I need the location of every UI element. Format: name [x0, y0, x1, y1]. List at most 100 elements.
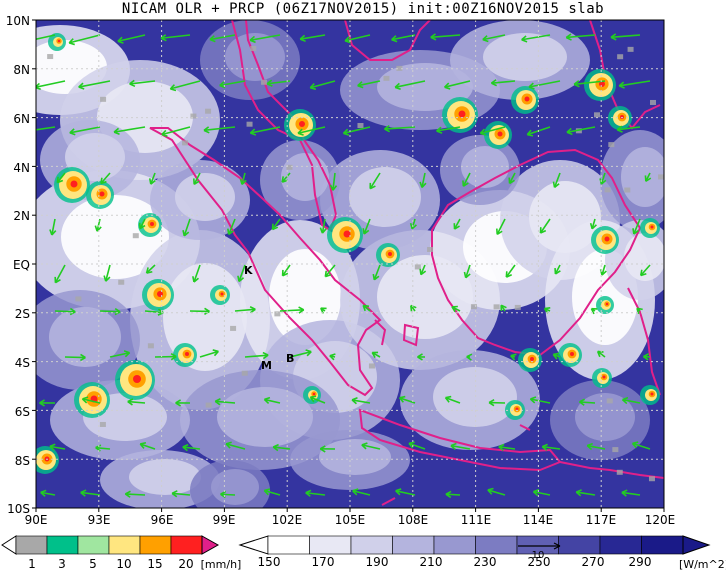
rain-speck — [369, 363, 375, 368]
rain-cell-intense — [525, 97, 530, 102]
rain-cell-intense — [58, 40, 61, 43]
lon-label: 111E — [461, 513, 492, 527]
rain-cell-intense — [185, 352, 189, 356]
rain-speck — [650, 100, 656, 105]
olr-tick-label: 190 — [366, 555, 389, 569]
lat-label: 4N — [13, 161, 30, 175]
rain-speck — [617, 470, 623, 475]
rain-cell-intense — [221, 293, 224, 296]
rain-speck — [182, 140, 188, 145]
olr-bar-segment — [642, 536, 684, 554]
rain-speck — [649, 476, 655, 481]
rain-cell-intense — [100, 192, 105, 197]
place-label-k: K — [244, 264, 253, 277]
lat-label: 8S — [15, 454, 30, 468]
rain-speck — [608, 142, 614, 147]
rain-speck — [247, 122, 253, 127]
rain-speck — [594, 112, 600, 117]
place-label-b: B — [286, 352, 294, 365]
prcp-tick-label: 1 — [28, 557, 36, 571]
prcp-tick-label: 3 — [58, 557, 66, 571]
prcp-colorbar-labels: 1 3 5 10 15 20 [mm/h] — [28, 557, 241, 571]
olr-bar-segment — [476, 536, 518, 554]
rain-speck — [118, 280, 124, 285]
olr-colorbar-labels: 150 170 190 210 230 250 270 290 [W/m^2] — [258, 555, 726, 571]
rain-speck — [494, 304, 500, 309]
place-label-m: M — [261, 359, 272, 372]
rain-speck — [607, 398, 613, 403]
vector-reference-label: 10 — [532, 550, 545, 561]
lon-label: 114E — [523, 513, 554, 527]
cloud-core — [349, 167, 421, 227]
rain-speck — [47, 54, 53, 59]
lat-label: 2N — [13, 209, 30, 223]
rain-speck — [612, 447, 618, 452]
prcp-bar-segment — [16, 536, 47, 554]
rain-cell-intense — [570, 352, 574, 356]
rain-speck — [75, 296, 81, 301]
rain-speck — [415, 264, 421, 269]
map-plot — [0, 20, 680, 520]
rain-speck — [658, 174, 664, 179]
rain-speck — [100, 422, 106, 427]
olr-bar-segment — [434, 536, 476, 554]
olr-bar-segment — [351, 536, 393, 554]
olr-tick-label: 210 — [420, 555, 443, 569]
olr-tick-label: 230 — [474, 555, 497, 569]
rain-speck — [261, 80, 267, 85]
cloud-core — [211, 469, 259, 505]
olr-tick-label: 270 — [582, 555, 605, 569]
lon-label: 105E — [335, 513, 366, 527]
cloud-core — [319, 439, 391, 475]
rain-speck — [148, 343, 154, 348]
rain-speck — [624, 188, 630, 193]
prcp-colorbar — [2, 536, 218, 554]
rain-cell-intense — [313, 393, 316, 396]
olr-tick-label: 150 — [258, 555, 281, 569]
rain-cell-intense — [651, 393, 654, 396]
rain-speck — [628, 47, 634, 52]
rain-cell-intense — [603, 376, 606, 379]
lat-label: 8N — [13, 63, 30, 77]
cloud-core — [281, 153, 329, 201]
prcp-bar-segment — [171, 536, 202, 554]
olr-bar-segment — [393, 536, 435, 554]
lat-labels: 10N 8N 6N 4N 2N EQ 2S 4S 6S 8S 10S — [6, 14, 30, 516]
cloud-core — [175, 173, 235, 221]
rain-speck — [133, 233, 139, 238]
rain-speck — [242, 371, 248, 376]
lon-label: 99E — [213, 513, 236, 527]
rain-cell-intense — [530, 357, 534, 361]
olr-unit-label: [W/m^2] — [679, 558, 726, 571]
lon-label: 102E — [272, 513, 303, 527]
prcp-bar-segment — [109, 536, 140, 554]
rain-cell-intense — [299, 121, 305, 127]
olr-colorbar — [240, 536, 709, 554]
olr-tick-label: 290 — [629, 555, 652, 569]
rain-speck — [205, 109, 211, 114]
olr-bar-segment — [268, 536, 310, 554]
lat-label: 6N — [13, 112, 30, 126]
lon-label: 90E — [25, 513, 48, 527]
olr-bar-left-cap — [240, 536, 268, 554]
lat-label: 6S — [15, 405, 30, 419]
cloud-core — [461, 146, 509, 188]
rain-speck — [230, 326, 236, 331]
rain-speck — [515, 305, 521, 310]
rain-cell-intense — [71, 181, 78, 188]
prcp-tick-label: 10 — [116, 557, 131, 571]
prcp-tick-label: 20 — [178, 557, 193, 571]
rain-cell-intense — [388, 252, 392, 256]
olr-bar-segment — [559, 536, 601, 554]
lon-labels: 90E 93E 96E 99E 102E 105E 108E 111E 114E… — [25, 513, 676, 527]
rain-speck — [357, 123, 363, 128]
lon-label: 96E — [151, 513, 174, 527]
rain-cell-intense — [459, 111, 466, 118]
rain-speck — [383, 76, 389, 81]
rain-speck — [274, 311, 280, 316]
prcp-bar-segment — [47, 536, 78, 554]
olr-bar-right-cap — [683, 536, 709, 554]
lat-label: EQ — [13, 258, 30, 272]
rain-cell-intense — [605, 237, 610, 242]
